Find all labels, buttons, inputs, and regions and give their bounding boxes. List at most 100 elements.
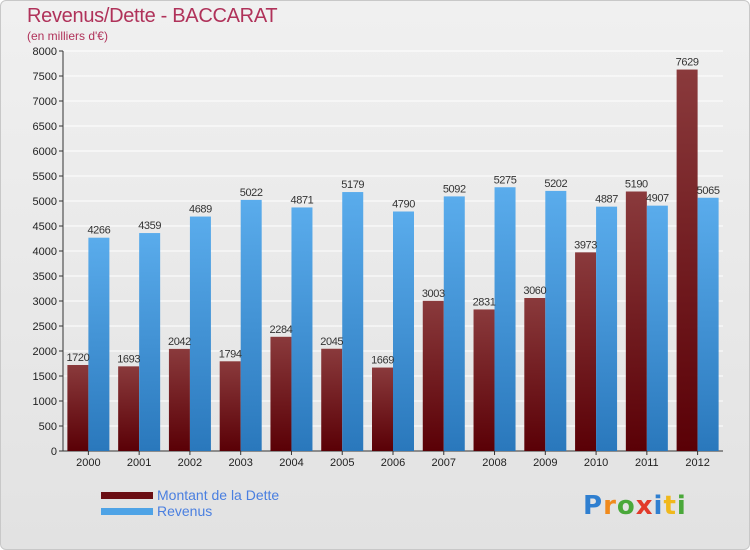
logo-letter: r xyxy=(603,491,617,521)
y-tick-label: 2000 xyxy=(33,346,57,358)
bar-debt xyxy=(524,298,546,451)
y-tick-label: 7000 xyxy=(33,96,57,108)
bar-debt-label: 1720 xyxy=(66,352,89,364)
y-tick-label: 6500 xyxy=(33,121,57,133)
bar-revenue xyxy=(88,237,110,451)
logo-letter: x xyxy=(635,491,654,521)
bar-debt xyxy=(625,191,647,451)
bars xyxy=(67,69,719,452)
bar-debt-label: 5190 xyxy=(625,179,648,191)
legend-label-revenue: Revenus xyxy=(157,503,213,519)
legend: Montant de la Dette Revenus xyxy=(101,487,279,519)
bar-debt xyxy=(168,348,190,451)
bar-debt xyxy=(575,252,597,451)
bar-debt-label: 1669 xyxy=(371,355,394,367)
bar-revenue-label: 4887 xyxy=(595,194,618,206)
y-tick-label: 3500 xyxy=(33,271,57,283)
bar-revenue-label: 5065 xyxy=(697,185,720,197)
bar-revenue-label: 4871 xyxy=(291,194,314,206)
y-tick-label: 1000 xyxy=(33,396,57,408)
y-tick-label: 5000 xyxy=(33,196,57,208)
bar-debt-label: 3973 xyxy=(574,239,597,251)
bar-debt-label: 1693 xyxy=(117,353,140,365)
legend-swatch-revenue xyxy=(101,507,153,515)
bar-debt-label: 3060 xyxy=(523,285,546,297)
legend-label-debt: Montant de la Dette xyxy=(157,487,280,503)
bar-revenue xyxy=(189,216,211,451)
bar-debt-label: 2042 xyxy=(168,336,191,348)
x-tick-label: 2010 xyxy=(584,457,608,469)
x-tick-label: 2006 xyxy=(381,457,405,469)
bar-debt xyxy=(270,336,292,451)
bar-revenue-label: 5202 xyxy=(544,178,567,190)
y-tick-label: 0 xyxy=(51,446,57,458)
bar-debt xyxy=(676,69,698,452)
bar-revenue-label: 4359 xyxy=(138,220,161,232)
logo-letter: i xyxy=(653,491,664,521)
bar-revenue-label: 4266 xyxy=(87,225,110,237)
chart-subtitle: (en milliers d'€) xyxy=(27,29,108,43)
x-tick-label: 2004 xyxy=(279,457,303,469)
bar-revenue xyxy=(646,205,668,451)
x-tick-label: 2011 xyxy=(635,457,659,469)
proxiti-logo: Proxiti xyxy=(583,491,687,521)
bar-debt xyxy=(422,300,444,451)
x-tick-label: 2007 xyxy=(432,457,456,469)
bar-revenue xyxy=(291,207,313,451)
y-tick-label: 1500 xyxy=(33,371,57,383)
x-tick-label: 2002 xyxy=(178,457,202,469)
bar-revenue-label: 5022 xyxy=(240,187,263,199)
bar-revenue xyxy=(494,187,516,451)
legend-swatch-debt xyxy=(101,491,153,499)
bar-revenue xyxy=(342,192,364,452)
bar-debt-label: 3003 xyxy=(422,288,445,300)
bar-revenue-label: 5275 xyxy=(494,174,517,186)
bar-revenue xyxy=(393,211,414,451)
bar-revenue-label: 4689 xyxy=(189,204,212,216)
x-tick-label: 2009 xyxy=(533,457,557,469)
logo-letter: P xyxy=(583,491,604,521)
bar-debt xyxy=(321,348,343,451)
legend-item-debt: Montant de la Dette xyxy=(101,487,279,503)
bar-debt xyxy=(67,365,89,451)
bar-revenue-label: 4907 xyxy=(646,193,669,205)
x-tick-label: 2012 xyxy=(685,457,709,469)
bar-revenue-label: 5092 xyxy=(443,183,466,195)
bar-debt xyxy=(219,361,241,451)
bar-revenue-label: 4790 xyxy=(392,199,415,211)
bar-debt xyxy=(473,309,495,451)
bar-debt-label: 1794 xyxy=(219,348,242,360)
logo-letter: t xyxy=(663,491,677,521)
y-axis: 0 500 1000 1500 2000 2500 3000 3500 4000 4500 5000… xyxy=(33,46,723,458)
data-labels: 1720 4266 1693 4359 2042 4689 1794 5022 2284 4871… xyxy=(66,57,720,367)
chart-title: Revenus/Dette - BACCARAT xyxy=(27,5,278,27)
y-tick-label: 4000 xyxy=(33,246,57,258)
bar-debt-label: 7629 xyxy=(676,57,699,69)
bar-revenue xyxy=(697,197,719,451)
y-tick-label: 7500 xyxy=(33,71,57,83)
y-tick-label: 2500 xyxy=(33,321,57,333)
y-tick-label: 8000 xyxy=(33,46,57,58)
bar-debt-label: 2045 xyxy=(320,336,343,348)
y-tick-label: 500 xyxy=(39,421,57,433)
x-axis: 2000 2001 2002 2003 2004 2005 2006 2007 2008 2009… xyxy=(76,451,710,469)
bar-debt-label: 2831 xyxy=(473,296,496,308)
legend-item-revenue: Revenus xyxy=(101,503,279,519)
bar-debt xyxy=(372,367,393,451)
bar-debt-label: 2284 xyxy=(270,324,293,336)
logo-letter: i xyxy=(676,491,687,521)
bar-revenue xyxy=(596,206,618,451)
x-tick-label: 2000 xyxy=(76,457,100,469)
bar-revenue xyxy=(443,196,465,451)
logo-letter: o xyxy=(616,491,636,521)
x-tick-label: 2003 xyxy=(228,457,252,469)
bar-revenue xyxy=(240,199,262,451)
y-tick-label: 4500 xyxy=(33,221,57,233)
x-tick-label: 2005 xyxy=(330,457,354,469)
y-tick-label: 3000 xyxy=(33,296,57,308)
bar-revenue xyxy=(139,233,161,451)
y-tick-label: 5500 xyxy=(33,171,57,183)
x-tick-label: 2008 xyxy=(482,457,506,469)
